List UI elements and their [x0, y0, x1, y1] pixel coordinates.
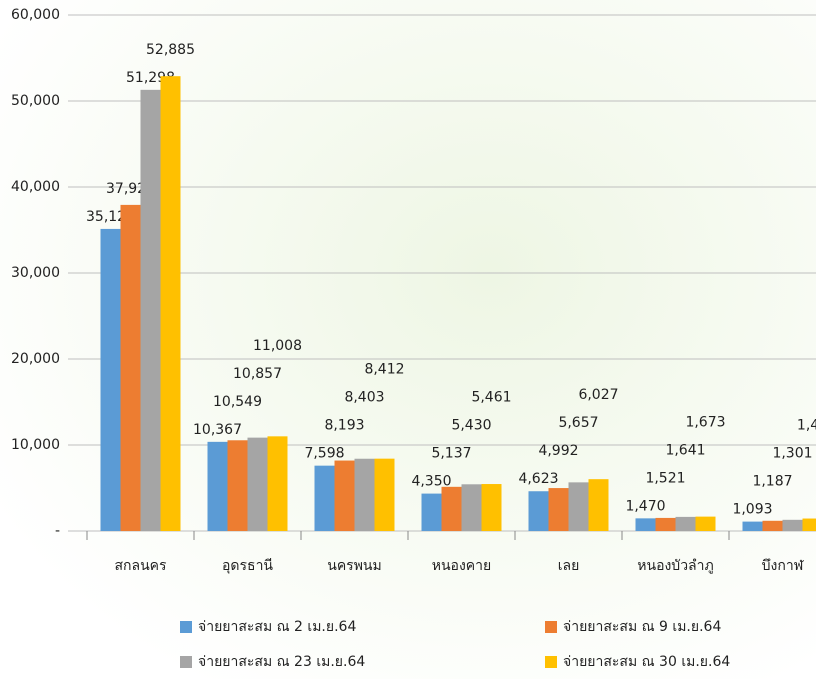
value-label: 1,521 — [645, 470, 685, 486]
value-label: 6,027 — [578, 387, 618, 403]
bar — [141, 90, 161, 531]
x-tick-label: อุดรธานี — [222, 558, 273, 574]
value-label: 5,461 — [471, 390, 511, 406]
bar — [783, 520, 803, 531]
bar — [696, 517, 716, 531]
y-tick-label: 40,000 — [11, 179, 60, 195]
value-label: 5,657 — [558, 415, 598, 431]
bar — [442, 487, 462, 531]
bar — [422, 494, 442, 531]
bar — [248, 438, 268, 531]
bar — [121, 205, 141, 531]
value-label: 5,137 — [431, 446, 471, 462]
value-label: 5,430 — [451, 418, 491, 434]
x-tick-label: หนองคาย — [432, 558, 491, 574]
y-tick-label: 50,000 — [11, 93, 60, 109]
bar — [743, 522, 763, 531]
legend-label: จ่ายยาสะสม ณ 9 เม.ย.64 — [563, 619, 721, 635]
bar — [803, 519, 816, 531]
value-label: 8,412 — [364, 362, 404, 378]
y-tick-label: 20,000 — [11, 351, 60, 367]
value-label: 10,367 — [193, 422, 242, 438]
value-label: 1,673 — [685, 414, 725, 430]
x-tick-label: หนองบัวลำภู — [637, 558, 713, 574]
y-tick-label: - — [55, 523, 60, 539]
bar — [228, 440, 248, 531]
value-label: 10,549 — [213, 394, 262, 410]
bar — [482, 484, 502, 531]
x-tick-label: นครพนม — [327, 558, 381, 574]
bar — [161, 76, 181, 531]
bar — [101, 229, 121, 531]
value-label: 1,641 — [665, 442, 705, 458]
value-label: 8,403 — [344, 390, 384, 406]
bar — [549, 488, 569, 531]
bar — [656, 518, 676, 531]
legend-label: จ่ายยาสะสม ณ 30 เม.ย.64 — [563, 654, 730, 670]
value-label: 1,093 — [732, 502, 772, 518]
legend-marker — [545, 656, 557, 668]
legend-label: จ่ายยาสะสม ณ 23 เม.ย.64 — [198, 654, 365, 670]
value-label: 1,187 — [752, 474, 792, 490]
value-label: 1,45 — [797, 418, 816, 434]
legend-marker — [180, 621, 192, 633]
value-label: 52,885 — [146, 42, 195, 58]
bar — [335, 461, 355, 531]
legend-marker — [180, 656, 192, 668]
bar — [462, 484, 482, 531]
y-tick-label: 60,000 — [11, 7, 60, 23]
y-tick-label: 10,000 — [11, 437, 60, 453]
value-label: 10,857 — [233, 366, 282, 382]
y-tick-label: 30,000 — [11, 265, 60, 281]
bar — [676, 517, 696, 531]
x-tick-label: เลย — [558, 558, 580, 574]
value-label: 7,598 — [304, 446, 344, 462]
legend-label: จ่ายยาสะสม ณ 2 เม.ย.64 — [198, 619, 356, 635]
chart: - 10,000 20,000 30,000 40,000 50,000 60,000 สกล… — [0, 0, 816, 679]
value-label: 1,470 — [625, 498, 665, 514]
legend-marker — [545, 621, 557, 633]
bar — [763, 521, 783, 531]
bar — [315, 466, 335, 531]
x-tick-label: บึงกาฬ — [762, 558, 804, 574]
value-label: 4,992 — [538, 443, 578, 459]
page: {"chart_data": {"type": "bar", "categori… — [0, 0, 816, 679]
bar — [208, 442, 228, 531]
value-label: 1,301 — [772, 446, 812, 462]
bar — [268, 436, 288, 531]
value-label: 4,623 — [518, 471, 558, 487]
bar — [636, 518, 656, 531]
bar — [589, 479, 609, 531]
bar — [375, 459, 395, 531]
bar — [529, 491, 549, 531]
bar — [569, 482, 589, 531]
value-label: 8,193 — [324, 418, 364, 434]
bar — [355, 459, 375, 531]
x-tick-label: สกลนคร — [114, 558, 167, 574]
value-label: 11,008 — [253, 338, 302, 354]
